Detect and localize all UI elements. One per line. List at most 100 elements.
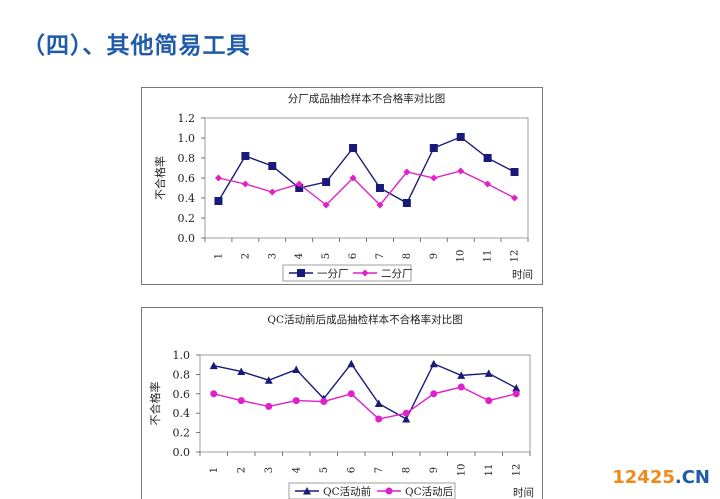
x-tick-label: 7 (374, 467, 385, 473)
data-point (429, 144, 438, 152)
series-line (218, 170, 515, 207)
data-point (484, 180, 492, 188)
data-point (403, 168, 411, 176)
y-tick-label: 0.0 (173, 446, 191, 459)
x-tick-label: 2 (240, 253, 251, 259)
x-tick-label: 9 (429, 253, 440, 259)
data-point (237, 397, 245, 405)
data-point (295, 184, 304, 192)
series-line (213, 386, 517, 420)
chart-title: QC活动前后成品抽检样本不合格率对比图 (267, 313, 462, 326)
y-tick-label: 0.0 (178, 232, 196, 245)
legend-label: 一分厂 (317, 268, 349, 280)
data-point (484, 369, 493, 377)
x-tick-label: 5 (321, 253, 332, 259)
x-tick-label: 3 (264, 467, 275, 473)
y-axis-label: 不合格率 (148, 382, 162, 426)
x-tick-label: 1 (209, 467, 220, 473)
x-tick-label: 5 (319, 467, 330, 473)
watermark-domain: .CN (674, 467, 710, 488)
data-point (402, 199, 411, 207)
data-point (210, 390, 218, 398)
data-point (264, 376, 273, 384)
data-point (456, 133, 465, 141)
legend-box (288, 482, 456, 499)
x-tick-label: 10 (456, 464, 467, 477)
data-point (295, 180, 303, 188)
y-tick-label: 0.2 (178, 212, 196, 225)
y-tick-label: 0.2 (173, 427, 191, 440)
data-point (374, 399, 383, 407)
x-tick-label: 8 (402, 253, 413, 259)
x-tick-label: 1 (213, 253, 224, 259)
x-tick-label: 8 (401, 467, 412, 473)
data-point (347, 359, 356, 368)
defect-rate-chart-by-plant: 分厂成品抽检样本不合格率对比图 0.0 0.2 0.4 0.6 0.8 1.0 1.2 不合格率… (141, 87, 543, 285)
legend-marker (361, 269, 369, 277)
series-line (213, 362, 517, 420)
data-point (214, 174, 222, 182)
x-tick-label: 11 (483, 250, 494, 263)
data-point (457, 167, 465, 175)
data-point (457, 383, 465, 391)
x-tick-label: 11 (484, 464, 495, 477)
data-point (268, 188, 276, 196)
data-point (483, 154, 492, 162)
y-tick-label: 0.4 (178, 192, 196, 205)
data-point (214, 197, 223, 205)
data-point (268, 162, 277, 170)
data-point (347, 390, 355, 398)
y-tick-label: 0.6 (178, 172, 196, 185)
data-point (322, 178, 331, 186)
data-point (402, 409, 410, 417)
data-point (485, 397, 493, 405)
legend-marker (297, 269, 305, 277)
x-tick-label: 4 (291, 467, 302, 473)
data-point (349, 174, 357, 182)
data-point (511, 194, 519, 202)
series-line (217, 136, 515, 204)
plot-area (199, 354, 531, 453)
y-tick-label: 1.2 (178, 112, 196, 125)
data-point (375, 184, 384, 192)
data-point (320, 398, 328, 406)
x-tick-label: 4 (294, 253, 305, 259)
x-axis-label: 时间 (513, 486, 534, 499)
data-point (265, 402, 273, 410)
data-point (512, 390, 520, 398)
watermark-number: 12425 (612, 467, 675, 488)
data-point (429, 359, 438, 368)
x-tick-label: 12 (511, 464, 522, 477)
chart-svg: 分厂成品抽检样本不合格率对比图 0.0 0.2 0.4 0.6 0.8 1.0 1.2 不合格率… (153, 92, 533, 282)
plot-area (204, 117, 529, 239)
data-point (241, 180, 249, 188)
x-tick-label: 6 (346, 467, 357, 473)
y-tick-label: 1.0 (173, 349, 191, 362)
page-heading: （四）、其他简易工具 (22, 33, 251, 59)
legend-marker (385, 487, 393, 495)
y-tick-label: 0.8 (178, 152, 196, 165)
x-tick-label: 12 (510, 250, 521, 263)
data-point (375, 415, 383, 423)
chart-svg: QC活动前后成品抽检样本不合格率对比图 0.0 0.2 0.4 0.6 0.8 1.0 不合格… (148, 313, 534, 499)
y-tick-label: 0.6 (173, 388, 191, 401)
x-tick-label: 9 (429, 467, 440, 473)
legend-label: 二分厂 (381, 268, 413, 280)
data-point (209, 361, 218, 370)
y-tick-label: 0.4 (173, 407, 191, 420)
site-watermark: 12425.CN (612, 467, 710, 488)
data-point (376, 201, 384, 209)
legend-label: QC活动前 (323, 485, 371, 498)
data-point (349, 144, 358, 152)
data-point (457, 371, 466, 379)
x-tick-label: 3 (267, 253, 278, 259)
data-point (430, 174, 438, 182)
y-tick-label: 0.8 (173, 368, 191, 381)
legend-label: QC活动后 (405, 486, 453, 498)
y-axis-label: 不合格率 (153, 156, 167, 200)
x-axis-label: 时间 (512, 268, 533, 281)
x-tick-label: 7 (375, 253, 386, 259)
chart-title: 分厂成品抽检样本不合格率对比图 (288, 92, 446, 105)
defect-rate-chart-qc: QC活动前后成品抽检样本不合格率对比图 0.0 0.2 0.4 0.6 0.8 1.0 不合格… (141, 307, 543, 499)
legend-box (282, 264, 412, 282)
